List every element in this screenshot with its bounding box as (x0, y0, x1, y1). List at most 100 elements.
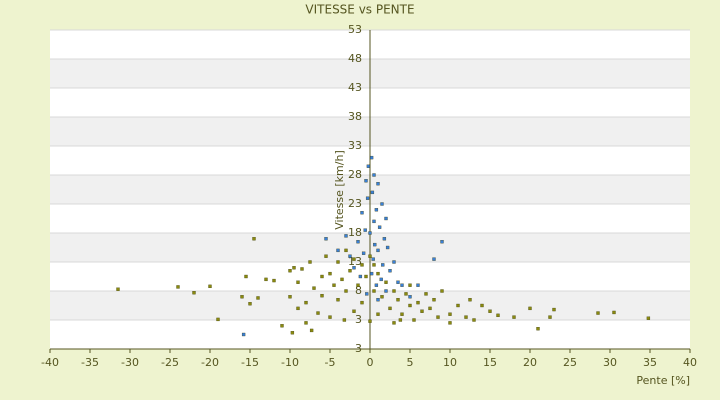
scatter-point (360, 211, 364, 215)
scatter-point (436, 315, 440, 319)
scatter-point (374, 208, 379, 212)
y-tick-label: 48 (348, 52, 362, 65)
y-tick-label: 3 (355, 313, 362, 326)
scatter-point (360, 300, 364, 305)
scatter-point (248, 302, 252, 306)
scatter-point (448, 321, 452, 325)
scatter-point (488, 309, 492, 313)
scatter-point (372, 263, 376, 267)
x-tick-label: 15 (483, 356, 497, 369)
y-tick-label: 28 (348, 168, 362, 181)
scatter-point (336, 298, 340, 302)
scatter-point (356, 283, 360, 287)
y-axis-label: Vitesse [km/h] (333, 150, 346, 230)
scatter-point (392, 289, 396, 293)
x-tick-label: 20 (523, 356, 537, 369)
scatter-point (312, 286, 316, 290)
scatter-point (370, 190, 375, 195)
scatter-point (440, 240, 444, 244)
scatter-point (208, 284, 212, 289)
scatter-point (364, 274, 368, 279)
x-tick-label: 0 (367, 356, 374, 369)
scatter-point (548, 315, 552, 319)
scatter-point (352, 257, 356, 261)
scatter-point (176, 285, 180, 289)
scatter-point (336, 260, 340, 264)
scatter-point (344, 234, 348, 238)
scatter-point (388, 269, 392, 273)
scatter-point (396, 298, 400, 302)
scatter-point (448, 312, 452, 316)
scatter-point (290, 331, 295, 335)
y-tick-label: 8 (355, 284, 362, 297)
scatter-point (369, 271, 374, 276)
scatter-point (408, 295, 412, 299)
scatter-point (344, 248, 348, 253)
scatter-point (385, 245, 390, 250)
y-tick-label: 38 (348, 110, 362, 123)
scatter-point (396, 280, 400, 284)
scatter-point (377, 225, 382, 229)
scatter-point (432, 257, 436, 261)
scatter-point (388, 306, 392, 311)
scatter-point (373, 242, 377, 247)
scatter-point (296, 306, 300, 311)
scatter-point (380, 295, 384, 299)
scatter-point (371, 257, 375, 261)
scatter-point (456, 303, 460, 308)
y-tick-label: 53 (348, 23, 362, 36)
scatter-point (400, 312, 404, 316)
scatter-point (320, 293, 324, 298)
x-axis-label: Pente [%] (636, 374, 690, 387)
scatter-point (408, 303, 412, 308)
scatter-point (352, 266, 356, 270)
x-tick-label: -25 (161, 356, 179, 369)
scatter-point (552, 307, 556, 312)
scatter-point (376, 248, 380, 253)
scatter-point (328, 315, 332, 319)
scatter-point (416, 283, 420, 287)
y-tick-label: 13 (348, 255, 362, 268)
scatter-point (216, 317, 220, 322)
scatter-point (372, 289, 376, 293)
scatter-point (256, 296, 260, 300)
scatter-point (336, 248, 340, 253)
scatter-point (328, 271, 332, 276)
scatter-point (381, 263, 385, 267)
x-tick-label: 35 (643, 356, 657, 369)
scatter-point (340, 277, 344, 282)
scatter-point (392, 260, 396, 264)
x-tick-label: 30 (603, 356, 617, 369)
scatter-point (280, 324, 284, 328)
x-tick-label: -5 (325, 356, 336, 369)
scatter-point (308, 260, 312, 264)
plot-area: 534843383328231813833-40-35-30-25-20-15-… (41, 23, 697, 369)
x-tick-label: 10 (443, 356, 457, 369)
scatter-point (240, 295, 244, 299)
scatter-point (296, 280, 300, 284)
scatter-point (512, 315, 516, 319)
scatter-point (612, 310, 616, 315)
scatter-point (376, 298, 380, 302)
scatter-point (392, 321, 396, 325)
scatter-point (416, 300, 420, 305)
scatter-point (300, 267, 304, 271)
x-tick-label: -30 (121, 356, 139, 369)
scatter-point (365, 196, 370, 200)
scatter-point (376, 312, 380, 316)
scatter-point (288, 295, 292, 299)
scatter-point (344, 289, 348, 293)
x-tick-label: -40 (41, 356, 59, 369)
scatter-point (646, 316, 651, 320)
scatter-point (309, 328, 314, 333)
scatter-point (528, 306, 532, 311)
scatter-point (384, 280, 388, 284)
scatter-point (241, 332, 246, 337)
y-tick-label: 23 (348, 197, 362, 210)
scatter-point (428, 306, 432, 311)
scatter-point (372, 219, 376, 224)
scatter-point (432, 298, 436, 302)
scatter-point (368, 319, 372, 323)
scatter-point (116, 287, 120, 291)
